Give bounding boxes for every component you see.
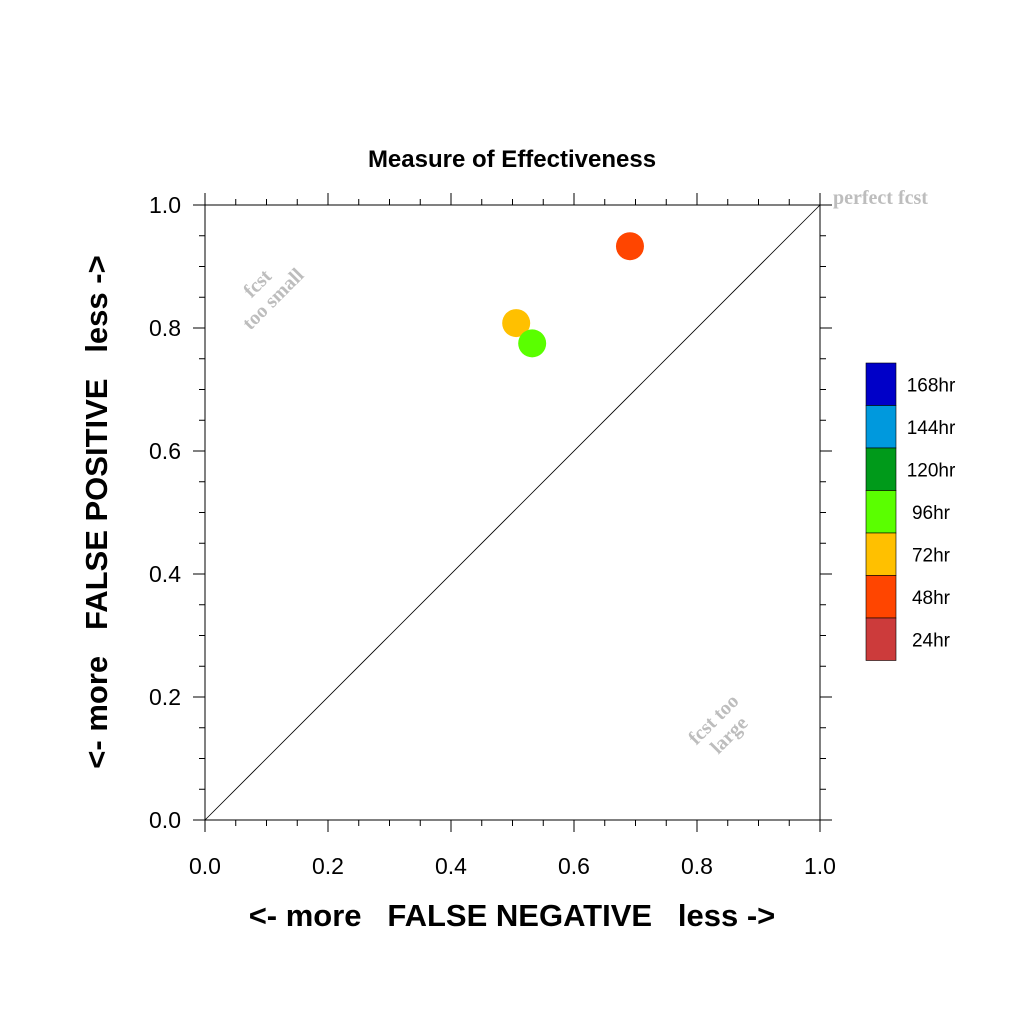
y-tick-label: 0.8 (149, 315, 181, 341)
legend: 168hr 144hr 120hr 96hr 72hr 48hr 24hr (865, 362, 956, 661)
legend-label-72hr: 72hr (912, 545, 951, 566)
legend-label-48hr: 48hr (912, 588, 951, 609)
legend-label-120hr: 120hr (907, 460, 956, 481)
x-axis-label: <- more FALSE NEGATIVE less -> (249, 898, 776, 933)
legend-label-96hr: 96hr (912, 503, 951, 524)
x-tick-label: 0.6 (558, 853, 590, 879)
annotation-line: too small (238, 264, 308, 334)
data-point-96hr (518, 329, 547, 358)
x-tick-label: 0.0 (189, 853, 221, 879)
legend-swatch-144hr (865, 405, 897, 449)
data-point-72hr (502, 309, 531, 338)
fcst-too-large-annotation: fcst toolarge (684, 690, 759, 765)
perfect-forecast-line (204, 204, 821, 821)
legend-swatch-96hr (865, 490, 897, 534)
data-point-48hr (615, 232, 644, 261)
y-tick-label: 0.4 (149, 561, 181, 587)
legend-swatch-48hr (865, 575, 897, 619)
x-tick-label: 0.2 (312, 853, 344, 879)
chart-title: Measure of Effectiveness (368, 146, 656, 173)
legend-swatch-72hr (865, 532, 897, 576)
legend-label-144hr: 144hr (907, 418, 956, 439)
legend-swatch-168hr (865, 362, 897, 406)
legend-label-168hr: 168hr (907, 375, 956, 396)
x-tick-label: 0.8 (681, 853, 713, 879)
perfect-fcst-annotation: perfect fcst (833, 187, 928, 209)
y-tick-label: 0.2 (149, 684, 181, 710)
y-tick-label: 0.6 (149, 438, 181, 464)
legend-swatch-120hr (865, 447, 897, 491)
x-tick-label: 0.4 (435, 853, 467, 879)
y-tick-label: 0.0 (149, 807, 181, 833)
fcst-too-small-annotation: fcsttoo small (223, 248, 309, 334)
legend-label-24hr: 24hr (912, 630, 951, 651)
legend-swatch-24hr (865, 617, 897, 661)
y-tick-label: 1.0 (149, 192, 181, 218)
x-tick-label: 1.0 (804, 853, 836, 879)
y-axis-label: <- more FALSE POSITIVE less -> (79, 255, 114, 768)
